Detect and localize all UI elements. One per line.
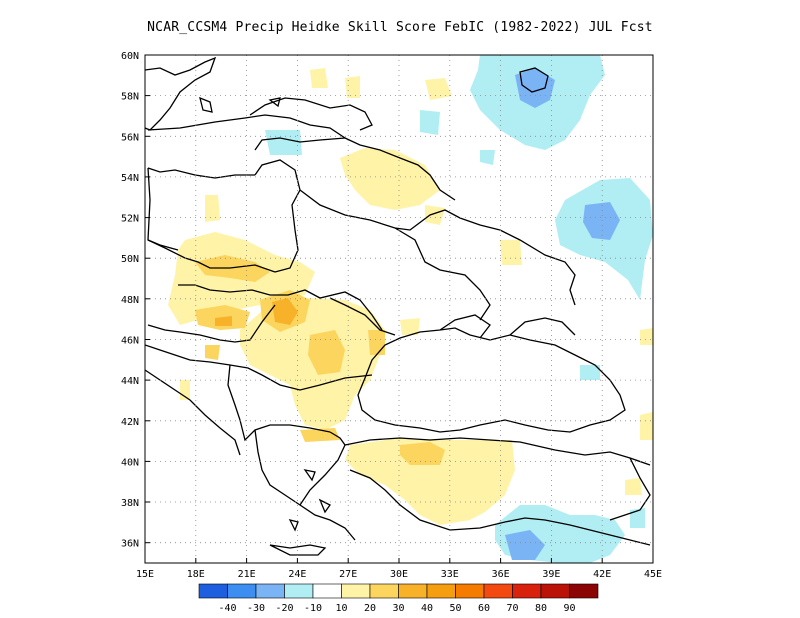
colorbar-swatch xyxy=(255,583,285,599)
colorbar-label: -40 xyxy=(218,603,236,614)
colorbar-swatch xyxy=(369,583,399,599)
x-tick-labels: 15E 18E 21E 24E 27E 30E 33E 36E 39E 42E … xyxy=(136,569,662,580)
hss-region-yellow xyxy=(345,438,515,525)
hss-region-lightblue xyxy=(630,508,645,528)
colorbar-swatch xyxy=(398,583,428,599)
colorbar-swatch xyxy=(284,583,314,599)
x-tick-label: 42E xyxy=(593,569,611,580)
y-tick-label: 46N xyxy=(121,336,139,347)
x-tick-label: 27E xyxy=(339,569,357,580)
x-tick-label: 30E xyxy=(390,569,408,580)
y-tick-label: 54N xyxy=(121,173,139,184)
colorbar-label: 90 xyxy=(563,603,575,614)
colorbar-label: -30 xyxy=(247,603,265,614)
colorbar xyxy=(198,583,599,599)
hss-region-yellow xyxy=(425,205,445,225)
hss-region-yellow xyxy=(640,328,653,345)
hss-region-gold xyxy=(400,442,445,465)
hss-region-lightblue xyxy=(420,110,440,135)
hss-region-lightblue xyxy=(530,508,550,520)
colorbar-swatch xyxy=(198,583,228,599)
colorbar-label: 10 xyxy=(335,603,347,614)
colorbar-swatch xyxy=(455,583,485,599)
colorbar-swatch xyxy=(540,583,570,599)
hss-region-yellow xyxy=(205,195,220,222)
x-tick-label: 33E xyxy=(441,569,459,580)
colorbar-label: -20 xyxy=(275,603,293,614)
hss-region-lightblue xyxy=(265,130,302,155)
y-tick-label: 52N xyxy=(121,214,139,225)
hss-region-yellow xyxy=(345,76,360,98)
chart-title: NCAR_CCSM4 Precip Heidke Skill Score Feb… xyxy=(147,20,653,35)
y-tick-label: 48N xyxy=(121,295,139,306)
hss-region-orange xyxy=(272,298,298,325)
colorbar-swatch xyxy=(512,583,542,599)
y-tick-label: 38N xyxy=(121,498,139,509)
y-tick-label: 44N xyxy=(121,376,139,387)
y-tick-label: 40N xyxy=(121,457,139,468)
hss-region-yellow xyxy=(340,148,440,210)
y-tick-labels: 60N 58N 56N 54N 52N 50N 48N 46N 44N 42N … xyxy=(121,51,139,550)
hss-region-gold xyxy=(205,345,220,360)
hss-region-gold xyxy=(195,255,270,282)
hss-region-lightblue xyxy=(580,365,600,380)
colorbar-label: 60 xyxy=(478,603,490,614)
y-tick-label: 36N xyxy=(121,539,139,550)
tick-marks xyxy=(145,95,603,563)
hss-region-gold xyxy=(308,330,345,375)
colorbar-label: 70 xyxy=(506,603,518,614)
hss-region-yellow xyxy=(310,68,328,88)
colorbar-label: 30 xyxy=(392,603,404,614)
y-tick-label: 42N xyxy=(121,417,139,428)
y-tick-label: 60N xyxy=(121,51,139,62)
hss-region-blue xyxy=(505,530,545,560)
colorbar-label: -10 xyxy=(304,603,322,614)
x-tick-label: 24E xyxy=(288,569,306,580)
x-tick-label: 45E xyxy=(644,569,662,580)
hss-region-yellow xyxy=(400,318,420,335)
colorbar-swatch xyxy=(341,583,371,599)
hss-region-gold xyxy=(368,330,385,355)
hss-region-yellow xyxy=(625,478,642,495)
x-tick-label: 21E xyxy=(238,569,256,580)
x-tick-label: 18E xyxy=(187,569,205,580)
hss-region-blue xyxy=(515,68,555,108)
colorbar-label: 20 xyxy=(364,603,376,614)
colorbar-swatch xyxy=(227,583,257,599)
colorbar-labels: -40 -30 -20 -10 10 20 30 40 50 60 70 80 90 xyxy=(218,603,575,614)
hss-region-yellow xyxy=(500,240,522,265)
colorbar-label: 80 xyxy=(535,603,547,614)
hss-region-yellow xyxy=(425,78,452,100)
hss-region-lightblue xyxy=(480,150,495,165)
colorbar-swatch xyxy=(312,583,342,599)
y-tick-label: 58N xyxy=(121,92,139,103)
x-tick-label: 39E xyxy=(542,569,560,580)
colorbar-swatch xyxy=(569,583,599,599)
x-tick-label: 36E xyxy=(492,569,510,580)
colorbar-swatch xyxy=(483,583,513,599)
colorbar-label: 50 xyxy=(449,603,461,614)
x-tick-label: 15E xyxy=(136,569,154,580)
hss-region-yellow xyxy=(640,412,653,440)
colorbar-label: 40 xyxy=(421,603,433,614)
hss-region-orange xyxy=(215,316,232,326)
skill-score-field xyxy=(145,55,653,563)
y-tick-label: 56N xyxy=(121,132,139,143)
coastlines xyxy=(145,56,651,556)
y-tick-label: 50N xyxy=(121,254,139,265)
hss-region-blue xyxy=(583,202,620,240)
colorbar-swatch xyxy=(426,583,456,599)
